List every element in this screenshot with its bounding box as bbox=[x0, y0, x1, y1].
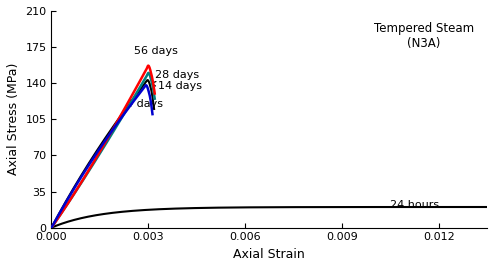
Text: 14 days: 14 days bbox=[151, 81, 202, 91]
Text: 56 days: 56 days bbox=[134, 46, 178, 56]
Text: 28 days: 28 days bbox=[155, 70, 199, 80]
Y-axis label: Axial Stress (MPa): Axial Stress (MPa) bbox=[7, 63, 20, 176]
X-axis label: Axial Strain: Axial Strain bbox=[233, 248, 305, 261]
Text: 24 hours: 24 hours bbox=[390, 200, 439, 210]
Text: Tempered Steam
(N3A): Tempered Steam (N3A) bbox=[374, 22, 474, 50]
Text: 4 days: 4 days bbox=[125, 99, 163, 109]
